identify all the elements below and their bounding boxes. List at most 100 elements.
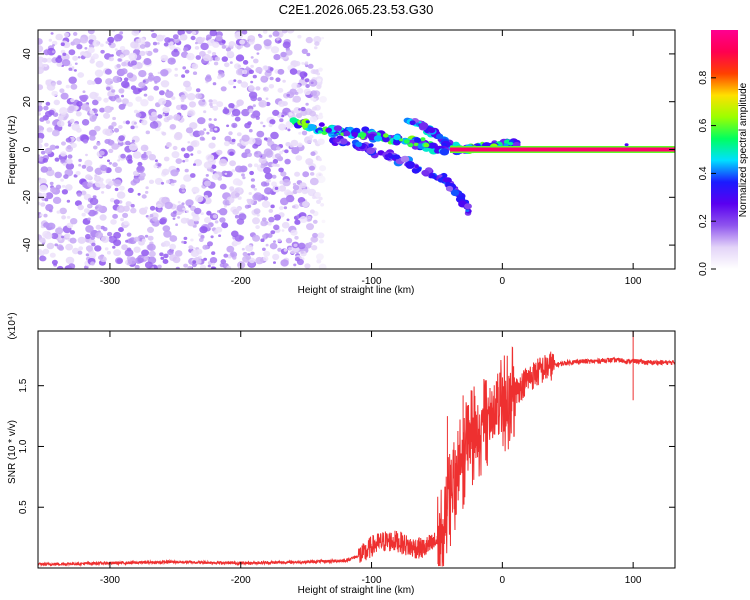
- spectrogram-cell: [211, 136, 216, 141]
- spectrogram-cell: [192, 215, 200, 222]
- spectrogram-cell: [180, 217, 188, 224]
- spectrogram-cell: [247, 253, 251, 256]
- spectrogram-cell: [121, 244, 128, 251]
- spectrogram-cell: [282, 41, 291, 49]
- spectrogram-cell: [49, 144, 56, 150]
- spectrogram-cell: [70, 142, 77, 149]
- snr-series-line: [38, 331, 675, 568]
- spectrogram-cell: [144, 261, 153, 269]
- spectrogram-cell: [71, 123, 80, 131]
- snr-frame: [37, 330, 676, 569]
- spectrogram-cell: [127, 159, 133, 164]
- x-tick-label: -200: [231, 276, 251, 287]
- spectrogram-cell: [151, 111, 157, 117]
- spectrogram-cell: [359, 132, 367, 138]
- spectrogram-cell: [247, 35, 256, 42]
- spectrogram-cell: [44, 147, 53, 155]
- spectrogram-cell: [169, 44, 176, 50]
- spectrogram-cell: [373, 135, 382, 142]
- colorbar-bar: [711, 30, 738, 269]
- spectrogram-cell: [180, 36, 185, 40]
- spectrogram-cell: [186, 52, 195, 61]
- spectrogram-cell: [112, 178, 116, 182]
- spectrogram-cell: [101, 235, 110, 243]
- spectrogram-cell: [293, 243, 298, 247]
- spectrogram-cell: [296, 84, 301, 88]
- spectrogram-cell: [118, 125, 123, 129]
- spectrogram-cell: [65, 84, 70, 89]
- spectrogram-cell: [464, 203, 472, 210]
- spectrogram-cell: [153, 48, 159, 53]
- x-tick-label: 100: [625, 575, 642, 586]
- spectrogram-cell: [130, 203, 135, 208]
- spectrogram-cell: [159, 252, 164, 257]
- spectrogram-cell: [96, 141, 101, 146]
- spectrogram-cell: [84, 159, 93, 167]
- colorbar-label: Normalized spectral amplitude: [738, 82, 749, 217]
- spectrogram-cell: [241, 173, 245, 177]
- spectrogram-cell: [303, 88, 312, 96]
- spectrogram-cell: [43, 49, 51, 56]
- spectrogram-cell: [312, 232, 318, 238]
- spectrogram-cell: [46, 57, 53, 63]
- spectrogram-cell: [137, 192, 141, 196]
- y-tick-label: 20: [22, 96, 33, 108]
- spectrogram-cell: [55, 184, 62, 190]
- spectrogram-cell: [162, 106, 170, 114]
- spectrogram-cell: [318, 67, 323, 72]
- spectrogram-cell: [87, 30, 95, 35]
- spectrogram-cell: [56, 265, 64, 269]
- spectrogram-cell: [250, 251, 255, 256]
- spectrogram-cell: [132, 177, 141, 184]
- spectrogram-cell: [434, 145, 440, 150]
- spectrogram-cell: [142, 80, 146, 83]
- spectrogram-cell: [195, 194, 204, 203]
- spectrogram-cell: [38, 137, 43, 144]
- spectrogram-cell: [148, 72, 153, 77]
- spectrogram-cell: [414, 137, 421, 143]
- spectrogram-cell: [253, 43, 262, 51]
- spectrogram-cell: [121, 61, 127, 67]
- spectrogram-cell: [212, 41, 220, 48]
- spectrogram-cell: [94, 245, 102, 252]
- spectrogram-cell: [195, 55, 201, 60]
- spectrogram-cell: [154, 159, 158, 162]
- spectrogram-cell: [120, 153, 126, 159]
- spectrogram-cell: [285, 142, 291, 147]
- spectrogram-cell: [280, 259, 289, 267]
- spectrogram-cell: [148, 250, 156, 257]
- spectrogram-cell: [48, 38, 52, 42]
- spectrogram-cell: [289, 117, 298, 124]
- spectrogram-cell: [66, 222, 74, 229]
- snr-y-multiplier: (x10⁴): [7, 312, 18, 339]
- spectrogram-cell: [188, 205, 192, 208]
- spectrogram-cell: [104, 128, 113, 137]
- spectrogram-cell: [143, 93, 148, 97]
- spectrogram-cell: [273, 214, 281, 221]
- x-tick-label: -300: [100, 575, 120, 586]
- x-tick-label: 0: [500, 276, 506, 287]
- spectrogram-cell: [68, 104, 77, 112]
- spectrogram-cell: [60, 42, 65, 46]
- spectrogram-cell: [197, 117, 206, 125]
- spectrogram-cell: [62, 41, 71, 49]
- spectrogram-cell: [310, 236, 318, 243]
- spectrogram-cell: [242, 60, 249, 65]
- spectrogram-cell: [174, 73, 179, 77]
- spectrogram-cell: [38, 143, 43, 149]
- spectrogram-cell: [55, 56, 63, 64]
- spectrogram-cell: [262, 124, 266, 128]
- spectrogram-cell: [319, 96, 327, 103]
- spectrogram-cell: [387, 152, 393, 157]
- spectrogram-cell: [180, 99, 185, 103]
- spectrogram-cell: [248, 69, 254, 75]
- spectrogram-cell: [269, 76, 274, 81]
- spectrogram-cell: [40, 150, 46, 155]
- spectrogram-cell: [297, 242, 306, 250]
- spectrogram-cell: [209, 102, 213, 106]
- spectrogram-cell: [94, 77, 102, 85]
- spectrogram-cell: [218, 158, 228, 167]
- spectrogram-cell: [237, 196, 242, 200]
- spectrogram-cell: [318, 263, 327, 269]
